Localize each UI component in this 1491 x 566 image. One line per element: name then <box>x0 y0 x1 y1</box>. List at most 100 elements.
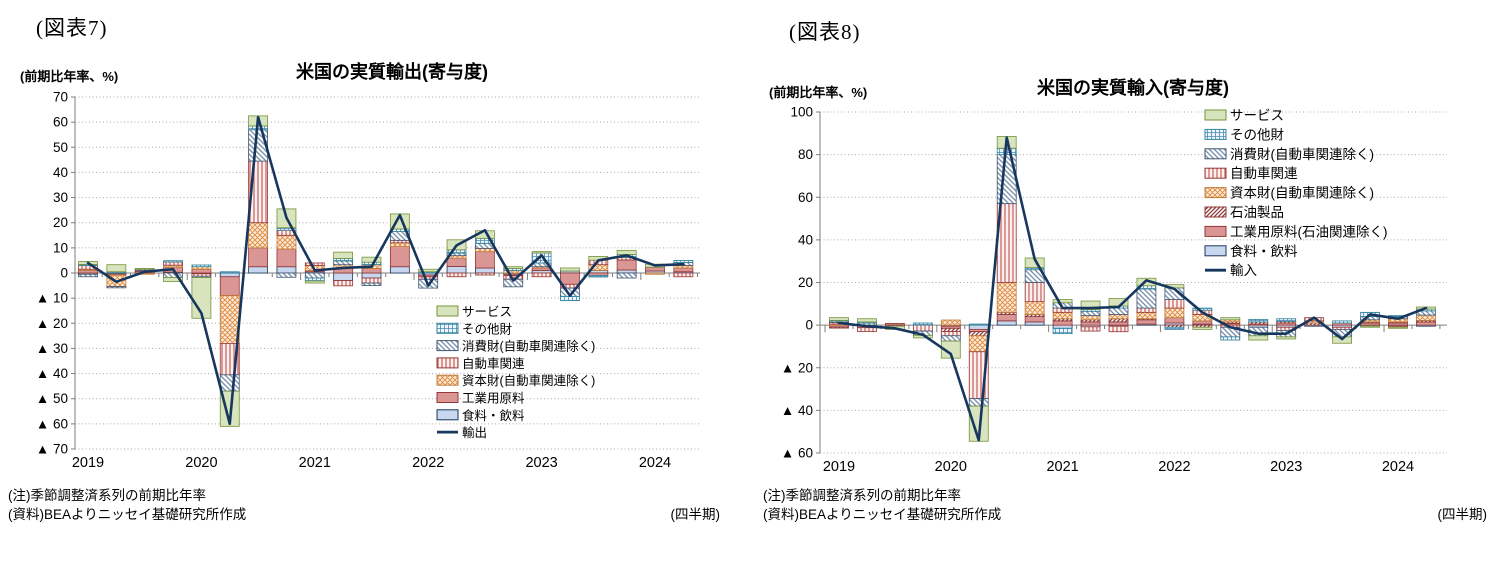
bar-segment <box>248 266 269 274</box>
bar-segment <box>1416 321 1436 326</box>
legend-swatch <box>1204 109 1227 121</box>
legend-swatch <box>436 357 459 369</box>
bar-segment <box>1052 327 1073 335</box>
bar-segment <box>333 272 354 281</box>
bar-segment <box>361 277 382 284</box>
bar-segment <box>1080 326 1101 332</box>
legend-label: 工業用原料(石油関連除く) <box>1230 224 1388 239</box>
bar-segment <box>531 251 552 254</box>
total-line-path <box>86 115 685 426</box>
y-tick-label: 30 <box>53 190 68 205</box>
x-year-label: 2023 <box>1270 459 1302 475</box>
bar-segment <box>219 272 240 278</box>
bar-segment <box>163 272 183 278</box>
bar-segment <box>673 260 694 263</box>
total-line-path <box>837 136 1428 442</box>
bar-segment <box>1164 307 1185 319</box>
figure8-note-method: (注)季節調整済系列の前期比年率 <box>763 488 961 503</box>
bar-segment <box>560 267 580 272</box>
bar-segment <box>673 272 694 278</box>
legend-swatch <box>1204 225 1227 237</box>
bar-segment <box>276 266 297 274</box>
legend-swatch <box>1204 148 1227 160</box>
bar-segment <box>446 266 467 274</box>
figure7-title: 米国の実質輸出(寄与度) <box>296 62 488 82</box>
bar-segment <box>219 390 240 427</box>
bar-segment <box>1192 307 1213 311</box>
bar-segment <box>304 280 325 284</box>
legend-label: その他財 <box>462 321 513 336</box>
bar-segment <box>531 272 552 278</box>
bar-segment <box>829 317 849 321</box>
bar-segment <box>106 264 127 273</box>
bar-segment <box>940 319 961 326</box>
x-year-label: 2020 <box>185 455 217 471</box>
bar-segment <box>1276 318 1297 322</box>
bar-segment <box>1080 300 1101 310</box>
bar-segment <box>361 282 382 286</box>
bar-segment <box>940 327 961 332</box>
bar-segment <box>361 268 382 274</box>
bar-segment <box>940 335 961 342</box>
axis-labels: ▲ 60 ▲ 40 ▲ 20 0 20 40 60 80 100 2019 2020 2021 2022… <box>781 105 1414 476</box>
bar-segment <box>1052 320 1073 326</box>
bar-segment <box>276 248 297 268</box>
x-year-label: 2020 <box>935 459 967 475</box>
bar-segment <box>1108 325 1129 333</box>
bar-segment <box>616 269 637 274</box>
x-year-label: 2022 <box>1158 459 1190 475</box>
legend-swatch <box>1204 206 1227 218</box>
bar-segment <box>503 266 524 269</box>
axis-labels: ▲ 70 ▲ 60 ▲ 50 ▲ 40 ▲ 30 ▲ 20 ▲ 10 0 10 20 30 40 50 6… <box>36 90 671 472</box>
figure8-tag: (図表8) <box>789 20 861 44</box>
bar-segment <box>645 266 665 272</box>
y-tick-label: 20 <box>53 215 68 230</box>
bar-segment <box>191 268 212 274</box>
bar-segment <box>968 398 989 407</box>
figure7-y-axis-unit-label: (前期比年率、%) <box>20 69 119 84</box>
figure8-note-source: (資料)BEAよりニッセイ基礎研究所作成 <box>763 507 1002 522</box>
y-tick-label: ▲ 20 <box>781 360 813 375</box>
legend-label: サービス <box>1230 108 1284 123</box>
bar-segment <box>248 247 269 268</box>
legend-swatch <box>436 340 459 352</box>
bar-segment <box>1220 317 1241 321</box>
legend-label: 消費財(自動車関連除く) <box>1230 147 1374 162</box>
legend-label: 資本財(自動車関連除く) <box>462 373 595 388</box>
bar-segment <box>1052 324 1073 329</box>
bar-segment <box>1108 321 1129 326</box>
bar-segment <box>1080 315 1101 321</box>
bar-segment <box>829 326 849 329</box>
legend-label: 石油製品 <box>1230 205 1284 220</box>
gridlines <box>75 96 700 450</box>
bar-segment <box>248 222 269 249</box>
stacked-bars <box>78 115 694 427</box>
bar-segment <box>304 272 325 279</box>
figure7-tag: (図表7) <box>36 16 108 40</box>
legend-label: 工業用原料 <box>462 391 525 406</box>
bar-segment <box>219 276 240 297</box>
bar-segment <box>996 314 1017 322</box>
total-line <box>86 115 685 426</box>
y-tick-label: ▲ 40 <box>36 366 68 381</box>
legend-label: 食料・飲料 <box>462 408 525 423</box>
bar-segment <box>474 251 495 269</box>
bar-segment <box>361 256 382 263</box>
bar-segment <box>1332 320 1352 324</box>
bar-segment <box>219 374 240 392</box>
legend-label: 輸入 <box>1230 263 1258 278</box>
bar-segment <box>333 280 354 287</box>
y-tick-label: 60 <box>53 115 68 130</box>
legend-swatch <box>436 374 459 386</box>
bar-segment <box>1024 301 1045 315</box>
y-tick-label: ▲ 40 <box>781 403 813 418</box>
bar-segment <box>1108 314 1129 320</box>
bar-segment <box>560 295 580 302</box>
bar-segment <box>389 242 410 247</box>
bar-segment <box>1052 311 1073 320</box>
bar-segment <box>588 275 609 278</box>
bar-segment <box>912 322 933 326</box>
bar-segment <box>1248 335 1269 341</box>
